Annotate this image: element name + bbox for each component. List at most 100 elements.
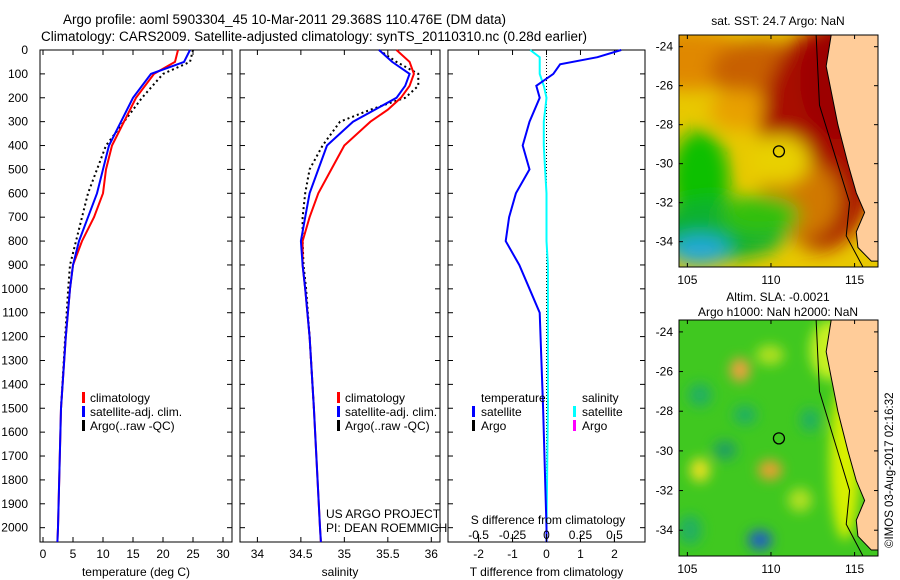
y-tick-label: 500 bbox=[8, 162, 28, 176]
isobath-line bbox=[815, 320, 864, 556]
y-tick-label: -24 bbox=[656, 325, 674, 339]
sla-blob bbox=[788, 488, 812, 512]
legend-swatch bbox=[82, 392, 85, 403]
legend-label: satellite bbox=[582, 405, 623, 419]
legend-label: climatology bbox=[90, 391, 150, 405]
x-tick-label: 35 bbox=[338, 547, 352, 561]
y-tick-label: 900 bbox=[8, 258, 28, 272]
y-tick-label: 1600 bbox=[1, 425, 28, 439]
y-tick-label: -30 bbox=[656, 157, 674, 171]
x-axis-label: salinity bbox=[322, 565, 359, 579]
sst-blob bbox=[710, 90, 770, 130]
series-line-salinity-satellite bbox=[529, 49, 549, 542]
salinity-panel-frame bbox=[239, 49, 441, 543]
sla-blob bbox=[730, 358, 750, 382]
y-tick-label: 400 bbox=[8, 139, 28, 153]
s-tick-label: 0.25 bbox=[569, 528, 593, 542]
legend-header-temperature: temperature bbox=[481, 391, 546, 405]
series-line-argo-raw-qc- bbox=[301, 49, 420, 409]
legend-swatch bbox=[472, 420, 475, 431]
land-mass bbox=[825, 320, 878, 551]
legend-label: Argo bbox=[481, 419, 507, 433]
salinity-panel: 34 34.5 35 35.5 36 salinity climatologysatelli… bbox=[239, 49, 441, 579]
legend-label: satellite-adj. clim. bbox=[345, 405, 437, 419]
x-tick-label: 36 bbox=[425, 547, 439, 561]
temperature-panel-frame bbox=[39, 49, 233, 543]
x-tick-label: 34.5 bbox=[289, 547, 313, 561]
legend-swatch bbox=[337, 392, 340, 403]
legend-header-salinity: salinity bbox=[582, 391, 619, 405]
y-tick-label: -34 bbox=[656, 523, 674, 537]
y-tick-label: 1800 bbox=[1, 473, 28, 487]
x-tick-label: 25 bbox=[186, 547, 200, 561]
s-tick-label: 0 bbox=[543, 528, 550, 542]
x-axis-label: temperature (deg C) bbox=[82, 565, 190, 579]
x-tick-label: 115 bbox=[845, 562, 864, 576]
project-line-2: PI: DEAN ROEMMICH bbox=[326, 521, 448, 535]
x-tick-label: 110 bbox=[761, 562, 780, 576]
legend-swatch bbox=[82, 406, 85, 417]
map-field bbox=[679, 320, 878, 556]
legend-swatch bbox=[82, 420, 85, 431]
y-tick-label: 600 bbox=[8, 186, 28, 200]
y-tick-label: -24 bbox=[656, 40, 674, 54]
sst-blob bbox=[679, 235, 730, 265]
map-title: Altim. SLA: -0.0021 bbox=[726, 290, 830, 304]
y-tick-label: 0 bbox=[21, 43, 28, 57]
y-tick-label: -32 bbox=[656, 484, 674, 498]
s-tick-label: -0.25 bbox=[499, 528, 527, 542]
x-tick-label: 115 bbox=[845, 273, 864, 287]
argo-location-marker bbox=[772, 432, 786, 445]
sla-blob bbox=[758, 460, 782, 480]
y-tick-label: -30 bbox=[656, 444, 674, 458]
x-tick-label: 35.5 bbox=[376, 547, 400, 561]
s-tick-label: -0.5 bbox=[468, 528, 489, 542]
x-tick-label: 0 bbox=[40, 547, 47, 561]
sla-blob bbox=[748, 530, 772, 550]
title-line-1: Argo profile: aoml 5903304_45 10-Mar-201… bbox=[63, 12, 507, 27]
series-line-satellite-adj-clim- bbox=[299, 49, 411, 543]
map-subtitle: Argo h1000: NaN h2000: NaN bbox=[698, 305, 858, 319]
map-title: sat. SST: 24.7 Argo: NaN bbox=[711, 14, 844, 28]
y-tick-label: 1100 bbox=[2, 306, 28, 320]
legend-swatch bbox=[573, 406, 576, 417]
x-tick-label: 110 bbox=[761, 273, 780, 287]
legend-swatch bbox=[337, 420, 340, 431]
sla-map: 105 110 115 -24 -26 -28 -30 -32 -34 Altim. SLA: -… bbox=[656, 290, 879, 576]
y-tick-label: -26 bbox=[656, 79, 674, 93]
y-tick-label: -34 bbox=[656, 235, 674, 249]
sla-blob bbox=[679, 515, 702, 545]
y-tick-label: 300 bbox=[8, 115, 28, 129]
x-axis-label: T difference from climatology bbox=[470, 565, 624, 579]
series-line-climatology bbox=[56, 49, 179, 543]
x-tick-label: 30 bbox=[216, 547, 230, 561]
credit-text: ©IMOS 03-Aug-2017 02:16:32 bbox=[884, 392, 896, 548]
sla-blob bbox=[713, 440, 737, 460]
argo-location-marker bbox=[772, 145, 786, 158]
y-tick-label: 1300 bbox=[1, 353, 28, 367]
legend-swatch bbox=[472, 406, 475, 417]
series-line-temperature-satellite bbox=[504, 49, 622, 542]
sla-blob bbox=[800, 408, 820, 432]
y-tick-label: 1700 bbox=[1, 449, 28, 463]
legend-label: Argo bbox=[582, 419, 608, 433]
x-tick-label: -2 bbox=[473, 547, 484, 561]
y-tick-label: 1200 bbox=[1, 330, 28, 344]
x-tick-label: 2 bbox=[611, 547, 618, 561]
sst-blob bbox=[750, 135, 810, 185]
legend-label: Argo(..raw -QC) bbox=[345, 419, 430, 433]
land-mass bbox=[825, 35, 878, 262]
sst-map: 105 110 115 -24 -26 -28 -30 -32 -34 sat. SST: 24.… bbox=[656, 14, 879, 287]
legend-label: Argo(..raw -QC) bbox=[90, 419, 175, 433]
x-tick-label: 105 bbox=[677, 562, 697, 576]
y-tick-label: 200 bbox=[8, 91, 28, 105]
sla-blob bbox=[756, 345, 784, 365]
series-line-satellite-adj-clim- bbox=[56, 49, 191, 543]
s-axis-label: S difference from climatology bbox=[471, 513, 626, 527]
x-tick-label: -1 bbox=[507, 547, 518, 561]
series-line-argo-raw-qc- bbox=[60, 49, 194, 409]
project-line-1: US ARGO PROJECT bbox=[326, 507, 441, 521]
map-field bbox=[679, 35, 878, 267]
y-tick-label: 2000 bbox=[1, 521, 28, 535]
